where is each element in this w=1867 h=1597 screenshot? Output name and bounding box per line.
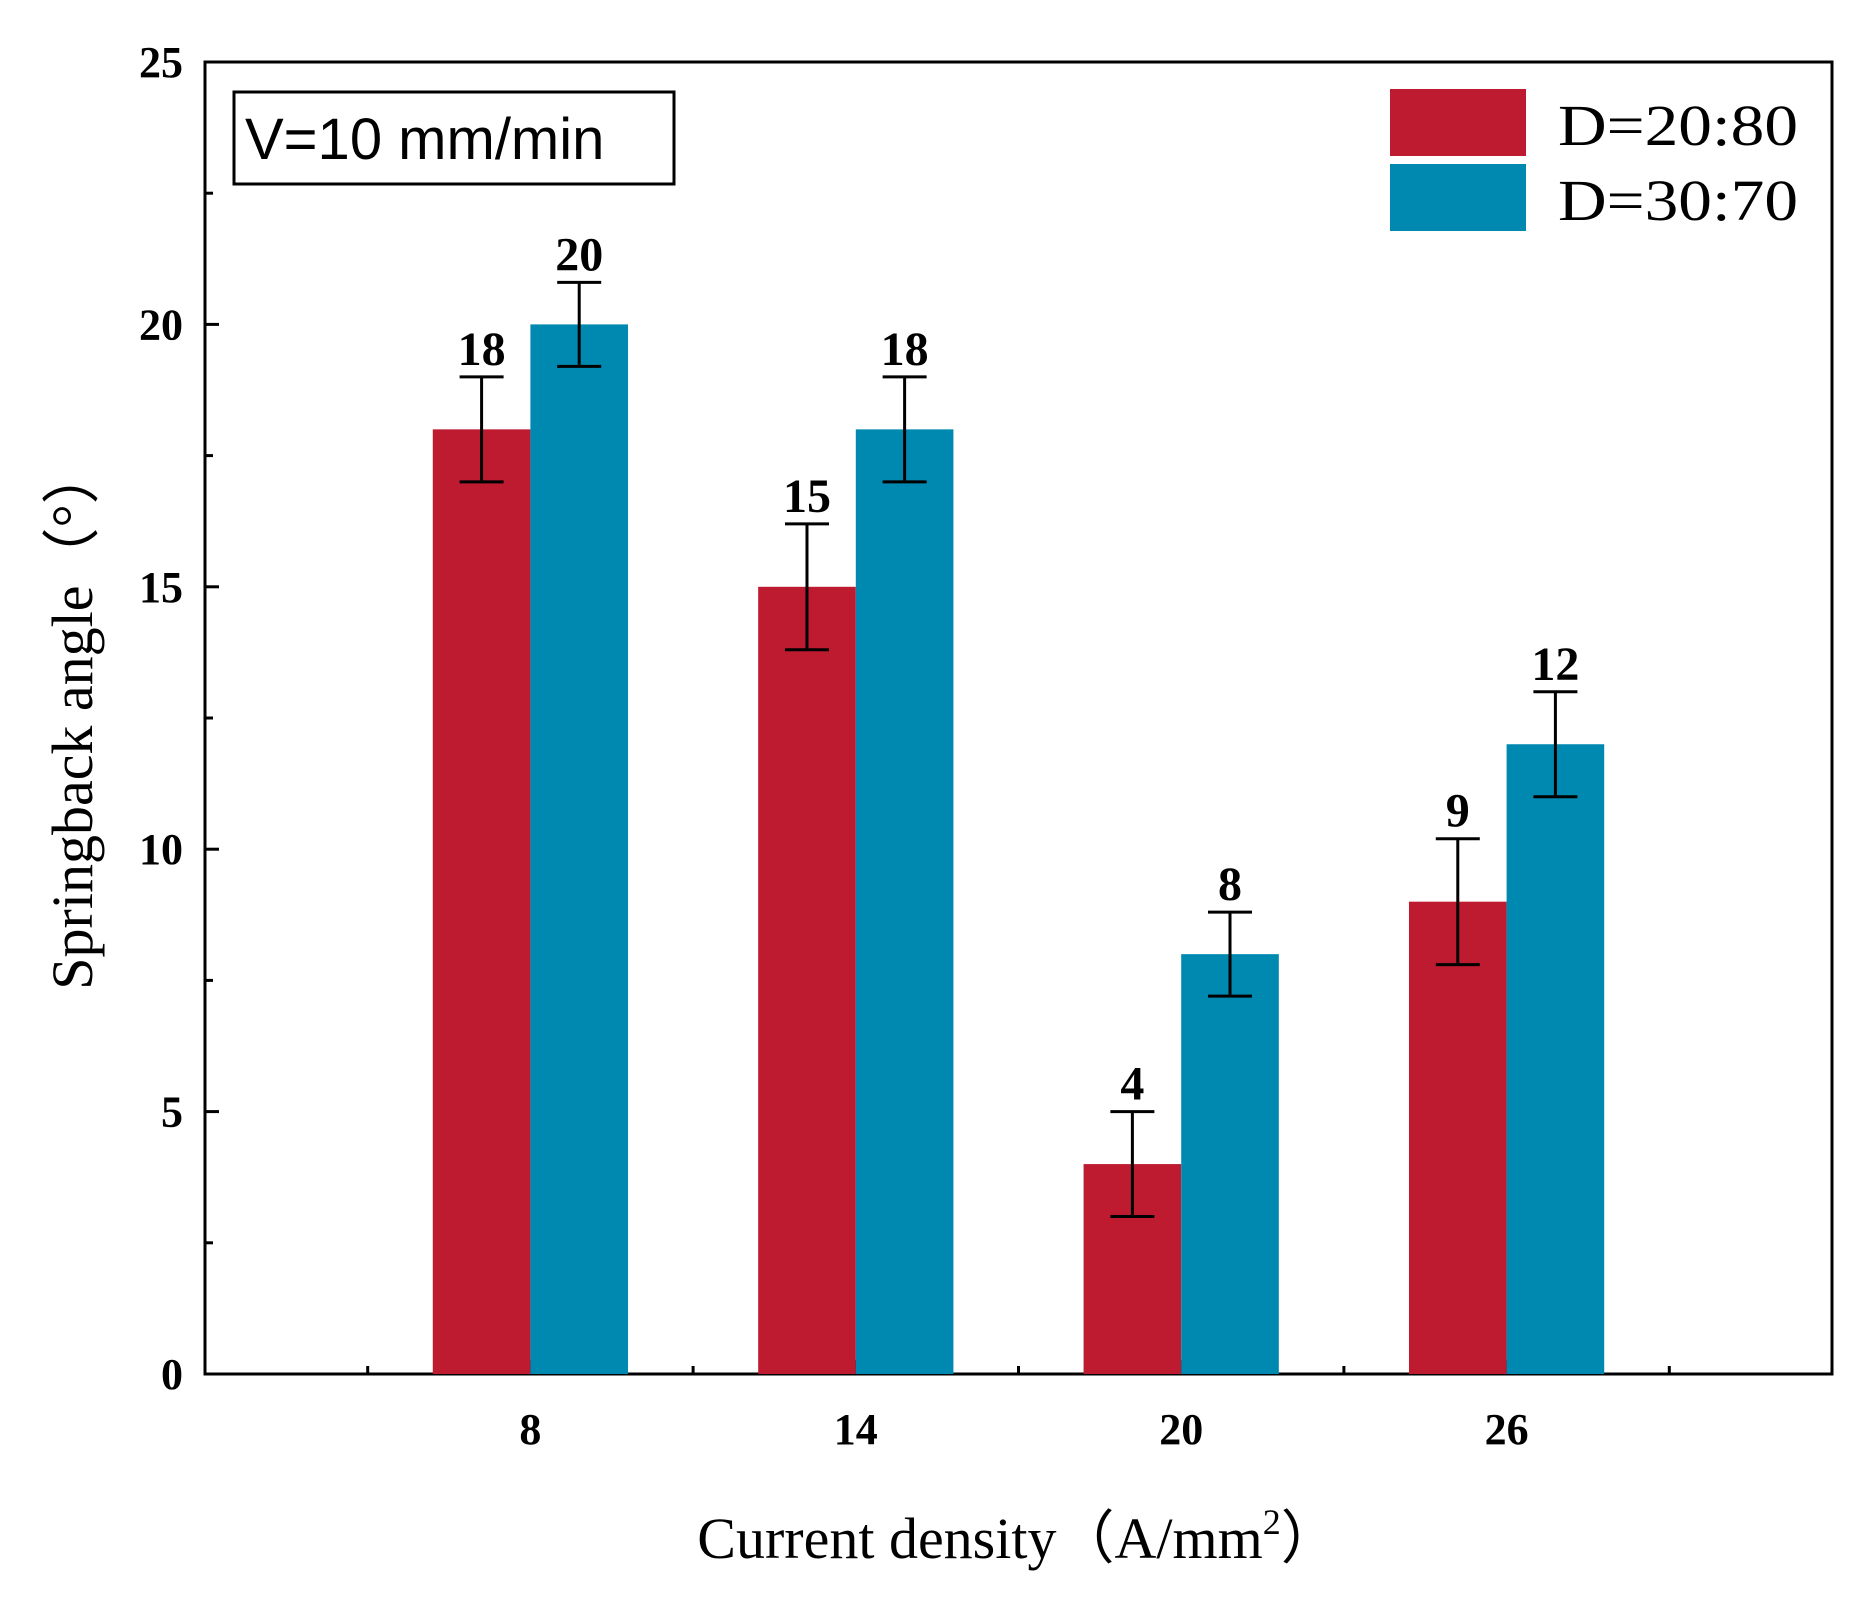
y-tick-label: 0 <box>161 1350 183 1399</box>
annotation-box: V=10 mm/min <box>232 90 676 186</box>
y-axis-title: Springback angle（°） <box>40 446 105 989</box>
error-bar-series-2 <box>1533 690 1578 799</box>
y-tick-label: 15 <box>139 563 183 612</box>
y-axis-ticks: 0 5 10 15 20 25 <box>139 38 219 1399</box>
error-bar-series-1 <box>459 375 504 484</box>
bar-series-2 <box>855 429 954 1374</box>
bar-series-2 <box>1181 954 1279 1374</box>
x-axis-title: Current density（A/mm2） <box>697 1502 1338 1571</box>
data-label-group: 18 15 4 9 20 18 8 12 <box>458 228 1580 1110</box>
data-label-series-2: 18 <box>881 323 929 376</box>
error-bar-series-2 <box>882 375 927 484</box>
x-axis-title-superscript: 2 <box>1263 1502 1281 1542</box>
legend-label-series-2: D=30:70 <box>1558 168 1798 233</box>
x-tick-label: 14 <box>834 1405 878 1454</box>
legend: D=20:80 D=30:70 <box>1390 89 1798 233</box>
y-tick-label: 10 <box>139 825 183 874</box>
data-label-series-2: 8 <box>1218 858 1242 911</box>
error-bar-series-1 <box>1110 1110 1155 1219</box>
data-label-series-2: 20 <box>555 228 603 281</box>
x-axis-title-main: Current density（A/mm <box>697 1506 1262 1571</box>
legend-swatch-series-1 <box>1390 89 1526 156</box>
error-bar-group <box>459 280 1578 1219</box>
data-label-series-1: 15 <box>783 470 831 523</box>
data-label-series-2: 12 <box>1531 638 1579 691</box>
y-tick-label: 5 <box>161 1088 183 1137</box>
x-axis-ticks: 8 14 20 26 <box>366 1360 1671 1454</box>
error-bar-series-1 <box>784 522 829 652</box>
x-tick-label: 8 <box>519 1405 541 1454</box>
error-bar-series-2 <box>557 280 602 368</box>
data-label-series-1: 9 <box>1446 785 1470 838</box>
y-tick-label: 25 <box>139 38 183 87</box>
bar-series-1 <box>432 429 531 1374</box>
bar-group <box>432 324 1605 1374</box>
legend-swatch-series-2 <box>1390 164 1526 231</box>
bar-series-2 <box>530 324 629 1374</box>
annotation-text: V=10 mm/min <box>245 107 604 172</box>
bar-series-1 <box>1408 901 1507 1374</box>
x-tick-label: 20 <box>1159 1405 1203 1454</box>
bar-series-2 <box>1506 744 1605 1374</box>
x-axis-title-close: ） <box>1281 1506 1339 1571</box>
legend-label-series-1: D=20:80 <box>1558 93 1798 158</box>
y-tick-label: 20 <box>139 300 183 349</box>
bar-series-1 <box>758 586 856 1374</box>
error-bar-series-2 <box>1208 910 1253 998</box>
data-label-series-1: 4 <box>1120 1058 1144 1111</box>
data-label-series-1: 18 <box>458 323 506 376</box>
x-tick-label: 26 <box>1485 1405 1529 1454</box>
error-bar-series-1 <box>1435 837 1480 967</box>
